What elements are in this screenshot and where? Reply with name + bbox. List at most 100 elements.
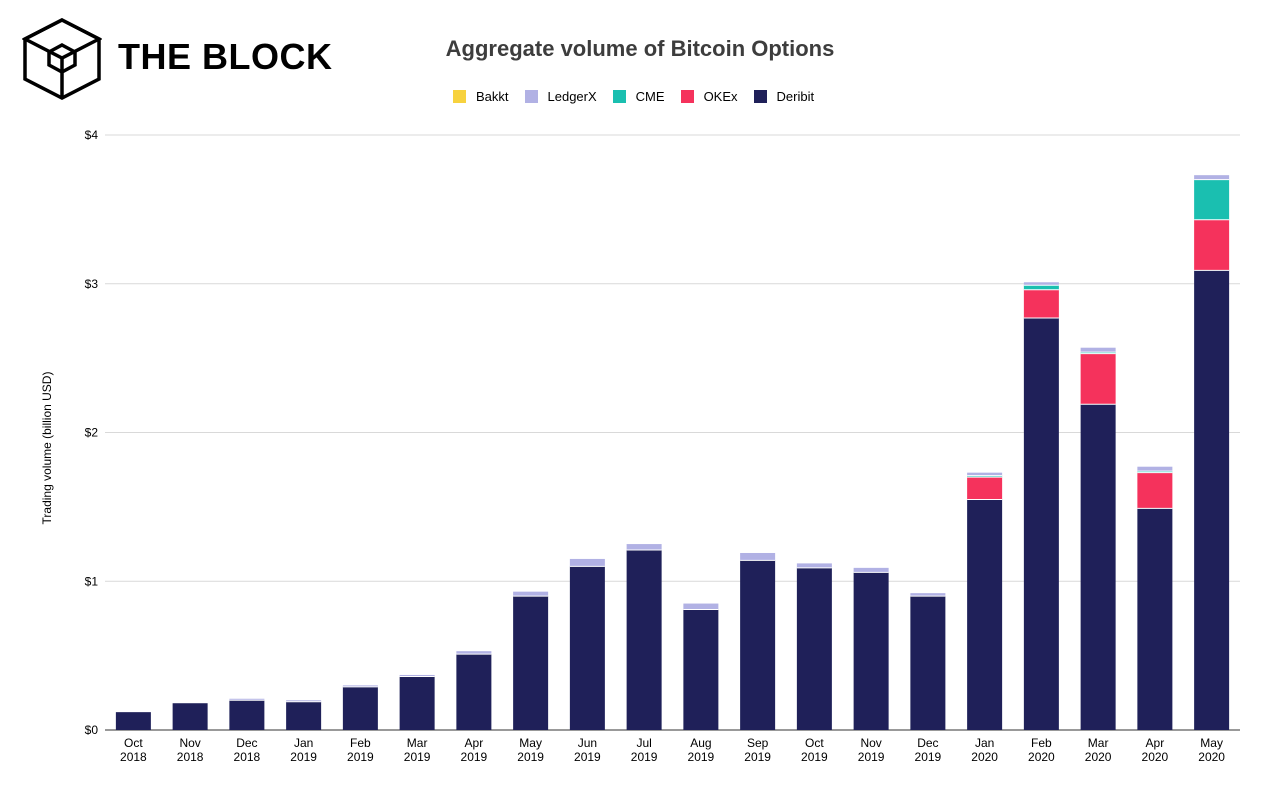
bar-deribit (115, 712, 151, 730)
legend-label: CME (635, 88, 665, 104)
x-tick-label-year: 2019 (631, 750, 658, 764)
bar-ledgerx (569, 558, 605, 567)
y-tick-label: $2 (85, 426, 99, 440)
bar-ledgerx (1137, 466, 1173, 472)
bar-ledgerx (1194, 175, 1230, 180)
x-tick-label-month: Feb (1031, 736, 1052, 750)
x-tick-label-year: 2019 (461, 750, 488, 764)
bar-deribit (569, 566, 605, 730)
y-tick-label: $1 (85, 574, 99, 588)
chart-title: Aggregate volume of Bitcoin Options (445, 36, 835, 61)
bar-ledgerx (1080, 347, 1116, 353)
x-tick-label-month: Jul (636, 736, 651, 750)
bar-okex (967, 477, 1003, 500)
x-tick-label-month: Apr (465, 736, 484, 750)
bar-ledgerx (626, 544, 662, 551)
bar-cme (1137, 471, 1173, 473)
legend-item-okex: OKEx (680, 88, 738, 104)
bar-deribit (683, 609, 719, 730)
x-tick-label-year: 2019 (688, 750, 715, 764)
bar-okex (1080, 353, 1116, 405)
bar-ledgerx (853, 567, 889, 573)
x-tick-label-year: 2019 (801, 750, 828, 764)
bar-ledgerx (229, 698, 265, 701)
bar-ledgerx (342, 685, 378, 687)
bar-okex (1023, 289, 1059, 318)
y-tick-label: $0 (85, 723, 99, 737)
cube-logo-icon (22, 18, 102, 100)
bar-ledgerx (399, 674, 435, 677)
x-tick-label-year: 2018 (120, 750, 147, 764)
bar-ledgerx (1023, 282, 1059, 286)
legend-swatch (612, 89, 626, 103)
bar-deribit (1080, 404, 1116, 730)
legend-swatch (453, 89, 466, 103)
bar-deribit (796, 567, 832, 730)
bar-deribit (626, 550, 662, 730)
y-tick-label: $4 (85, 128, 99, 142)
bar-ledgerx (683, 603, 719, 610)
legend-label: LedgerX (547, 88, 597, 104)
legend-item-ledgerx: LedgerX (524, 88, 597, 104)
x-tick-label-month: Nov (179, 736, 200, 750)
bar-ledgerx (513, 591, 549, 597)
bar-deribit (229, 700, 265, 730)
x-tick-label-year: 2019 (915, 750, 942, 764)
x-tick-label-year: 2020 (1198, 750, 1225, 764)
bar-deribit (286, 701, 322, 730)
bar-ledgerx (967, 472, 1003, 476)
bar-ledgerx (910, 593, 946, 597)
bar-deribit (399, 676, 435, 730)
x-tick-label-year: 2019 (858, 750, 885, 764)
x-tick-label-month: Nov (860, 736, 881, 750)
legend-swatch (680, 89, 694, 103)
bar-deribit (910, 596, 946, 730)
x-tick-label-year: 2019 (517, 750, 544, 764)
bar-ledgerx (740, 552, 776, 561)
bar-deribit (1023, 317, 1059, 730)
x-tick-label-year: 2018 (234, 750, 261, 764)
x-tick-label-month: Mar (1088, 736, 1109, 750)
bar-cme (1194, 179, 1230, 220)
bar-deribit (172, 703, 208, 730)
bar-deribit (1194, 270, 1230, 730)
bar-ledgerx (456, 651, 492, 655)
legend-item-bakkt: Bakkt (453, 88, 509, 104)
legend-item-deribit: Deribit (753, 88, 815, 104)
x-tick-label-year: 2020 (971, 750, 998, 764)
x-tick-label-year: 2018 (177, 750, 204, 764)
bar-cme (1023, 285, 1059, 290)
bar-deribit (456, 654, 492, 730)
bar-deribit (740, 560, 776, 730)
x-tick-label-month: Oct (805, 736, 824, 750)
x-tick-label-year: 2019 (404, 750, 431, 764)
bar-okex (1137, 472, 1173, 509)
legend-label: Deribit (776, 88, 815, 104)
bar-cme (967, 475, 1003, 478)
x-tick-label-month: Feb (350, 736, 371, 750)
x-tick-label-month: Aug (690, 736, 711, 750)
bar-deribit (342, 686, 378, 730)
x-tick-label-year: 2020 (1142, 750, 1169, 764)
x-tick-label-year: 2020 (1028, 750, 1055, 764)
x-tick-label-month: Mar (407, 736, 428, 750)
bar-deribit (1137, 508, 1173, 730)
legend-label: Bakkt (476, 88, 509, 104)
bar-deribit (967, 499, 1003, 730)
x-tick-label-year: 2019 (290, 750, 317, 764)
legend-item-cme: CME (612, 88, 665, 104)
x-tick-label-year: 2019 (347, 750, 374, 764)
legend-swatch (753, 89, 767, 103)
x-tick-label-month: Jan (975, 736, 994, 750)
bar-deribit (513, 596, 549, 730)
x-tick-label-month: May (519, 736, 542, 750)
brand-logo (22, 17, 322, 101)
x-tick-label-year: 2019 (744, 750, 771, 764)
x-tick-label-month: May (1200, 736, 1223, 750)
x-tick-label-month: Dec (236, 736, 257, 750)
x-tick-label-month: Jan (294, 736, 313, 750)
bar-ledgerx (796, 563, 832, 568)
bar-okex (1194, 219, 1230, 271)
x-tick-label-month: Apr (1146, 736, 1165, 750)
